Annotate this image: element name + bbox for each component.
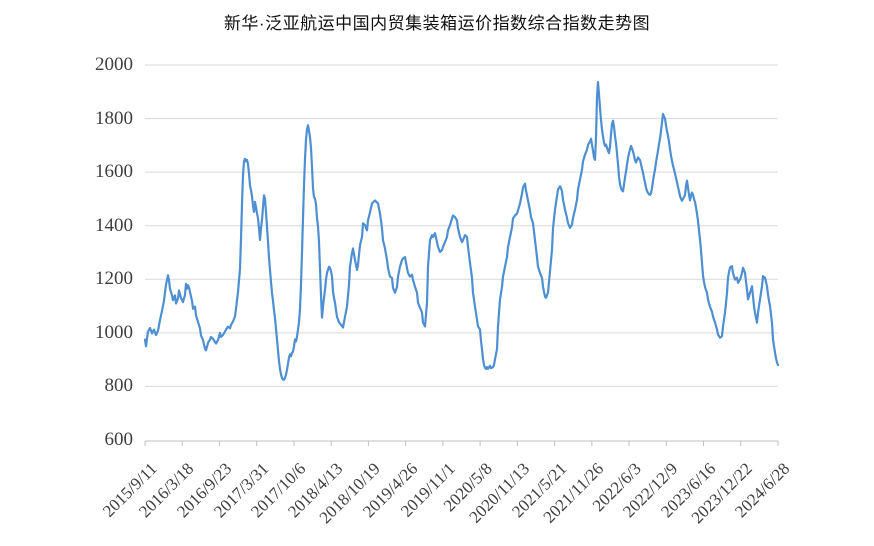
y-axis-tick-label: 1200 [95,268,133,290]
y-axis-tick-label: 1400 [95,214,133,236]
series-line [143,80,780,381]
y-axis-tick-label: 2000 [95,54,133,75]
y-axis-tick-label: 600 [104,429,134,450]
y-axis-tick-label: 1600 [95,161,133,183]
y-axis-tick-label: 1000 [95,321,133,343]
y-axis-tick-label: 1800 [95,107,133,129]
chart-title: 新华·泛亚航运中国内贸集装箱运价指数综合指数走势图 [223,14,651,33]
y-axis-tick-label: 800 [104,375,134,397]
